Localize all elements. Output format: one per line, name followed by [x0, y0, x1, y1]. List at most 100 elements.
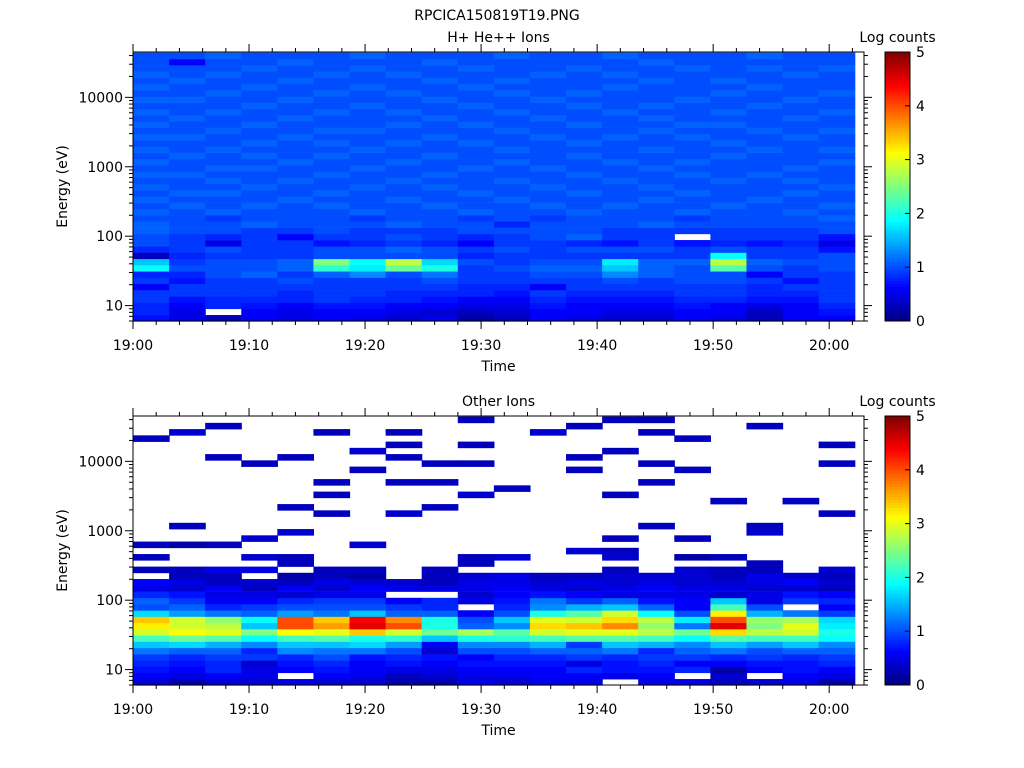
heatmap-cell [421, 246, 459, 253]
heatmap-cell [133, 591, 170, 599]
heatmap-cell [746, 140, 784, 147]
heatmap-cell [602, 183, 639, 191]
heatmap-cell [782, 58, 820, 66]
colorbar-swatch [885, 60, 910, 64]
heatmap-cell [710, 572, 748, 580]
colorbar-swatch [885, 315, 910, 319]
heatmap-cell [746, 560, 784, 567]
colorbar-swatch [885, 539, 910, 543]
colorbar-swatch [885, 310, 910, 314]
heatmap-cell [529, 115, 567, 122]
heatmap-cell [205, 65, 242, 72]
heatmap-cell [277, 127, 315, 135]
colorbar-swatch [885, 148, 910, 153]
heatmap-cell [421, 221, 459, 228]
heatmap-cell [674, 579, 711, 586]
heatmap-cell [529, 96, 567, 103]
heatmap-cell [241, 133, 278, 141]
heatmap-cell [638, 679, 675, 686]
heatmap-cell [529, 572, 567, 580]
heatmap-cell [566, 177, 603, 185]
heatmap-cell [241, 660, 278, 667]
heatmap-cell [674, 641, 711, 649]
heatmap-cell [529, 165, 567, 172]
heatmap-cell [638, 202, 675, 210]
heatmap-cell [421, 579, 459, 586]
heatmap-cell [169, 71, 206, 78]
heatmap-cell [674, 629, 711, 636]
heatmap-cell [277, 77, 315, 85]
heatmap-cell [241, 52, 278, 60]
heatmap-cell [385, 510, 423, 517]
colorbar-swatch [885, 65, 910, 69]
heatmap-cell [529, 221, 567, 228]
heatmap-cell [746, 158, 784, 166]
heatmap-cell [421, 622, 459, 630]
heatmap-cell [385, 441, 423, 449]
heatmap-cell [746, 77, 784, 85]
heatmap-cell [421, 108, 459, 116]
colorbar-swatch [885, 631, 910, 635]
heatmap-cell [349, 108, 387, 116]
heatmap-cell [241, 585, 278, 592]
heatmap-cell [349, 227, 387, 235]
heatmap-cell [602, 227, 639, 235]
colorbar-swatch [885, 210, 910, 214]
heatmap-cell [457, 591, 495, 599]
heatmap-cell [241, 647, 278, 655]
heatmap-cell [205, 108, 242, 116]
heatmap-cell [421, 271, 459, 278]
colorbar-swatch [885, 437, 910, 441]
heatmap-cell [349, 140, 387, 147]
heatmap-cell [710, 290, 748, 297]
heatmap-cell [493, 233, 531, 241]
heatmap-cell [529, 190, 567, 197]
colorbar-swatch [885, 641, 910, 646]
heatmap-cell [241, 252, 278, 260]
heatmap-cell [782, 202, 820, 210]
heatmap-cell [421, 140, 459, 147]
heatmap-cell [349, 541, 387, 549]
heatmap-cell [133, 196, 170, 203]
y-tick-label: 10000 [78, 454, 123, 470]
heatmap-cell [349, 666, 387, 674]
heatmap-cell [133, 265, 170, 272]
heatmap-cell [602, 597, 639, 605]
heatmap-cell [205, 258, 242, 266]
heatmap-cell [493, 679, 531, 686]
heatmap-cell [602, 271, 639, 278]
heatmap-cell [169, 290, 206, 297]
y-tick-label: 1000 [87, 524, 123, 540]
colorbar-swatch [885, 62, 910, 66]
heatmap-cell [457, 296, 495, 303]
heatmap-cell [746, 666, 784, 674]
heatmap-cell [493, 90, 531, 97]
heatmap-cell [349, 152, 387, 160]
heatmap-cell [457, 190, 495, 197]
heatmap-cell [674, 158, 711, 166]
colorbar-tick-label: 4 [916, 463, 925, 479]
heatmap-cell [602, 215, 639, 222]
heatmap-cell [457, 158, 495, 166]
heatmap-cell [205, 171, 242, 178]
heatmap-cell [818, 196, 856, 203]
heatmap-cell [169, 115, 206, 122]
colorbar-swatch [885, 259, 910, 263]
colorbar-swatch [885, 116, 910, 120]
heatmap-cell [313, 654, 351, 661]
heatmap-cell [746, 679, 784, 686]
heatmap-cell [674, 246, 711, 253]
heatmap-cell [133, 629, 170, 636]
heatmap-cell [602, 629, 639, 636]
heatmap-cell [566, 296, 603, 303]
heatmap-cell [313, 585, 351, 592]
heatmap-cell [277, 660, 315, 667]
colorbar-swatch [885, 531, 910, 535]
heatmap-cell [674, 183, 711, 191]
heatmap-cell [746, 572, 784, 580]
heatmap-cell [205, 196, 242, 203]
x-tick-label: 19:20 [345, 702, 385, 718]
colorbar-swatch [885, 604, 910, 608]
heatmap-cell [385, 277, 423, 285]
heatmap-cell [566, 629, 603, 636]
